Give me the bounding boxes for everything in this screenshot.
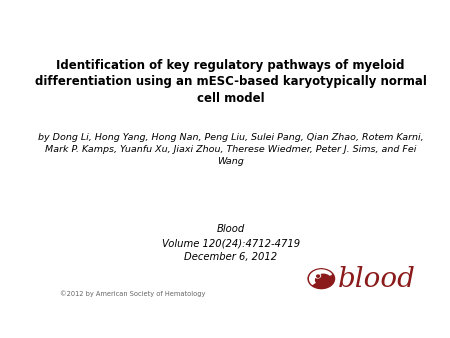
Text: ©2012 by American Society of Hematology: ©2012 by American Society of Hematology (60, 290, 205, 297)
Text: by Dong Li, Hong Yang, Hong Nan, Peng Liu, Sulei Pang, Qian Zhao, Rotem Karni,
M: by Dong Li, Hong Yang, Hong Nan, Peng Li… (38, 133, 423, 166)
Circle shape (317, 275, 319, 277)
Circle shape (308, 269, 334, 289)
Text: blood: blood (338, 266, 416, 293)
Circle shape (315, 274, 331, 286)
Circle shape (315, 273, 320, 278)
Text: Identification of key regulatory pathways of myeloid
differentiation using an mE: Identification of key regulatory pathway… (35, 59, 427, 105)
Text: Blood
Volume 120(24):4712-4719
December 6, 2012: Blood Volume 120(24):4712-4719 December … (162, 224, 300, 262)
Wedge shape (310, 270, 331, 284)
